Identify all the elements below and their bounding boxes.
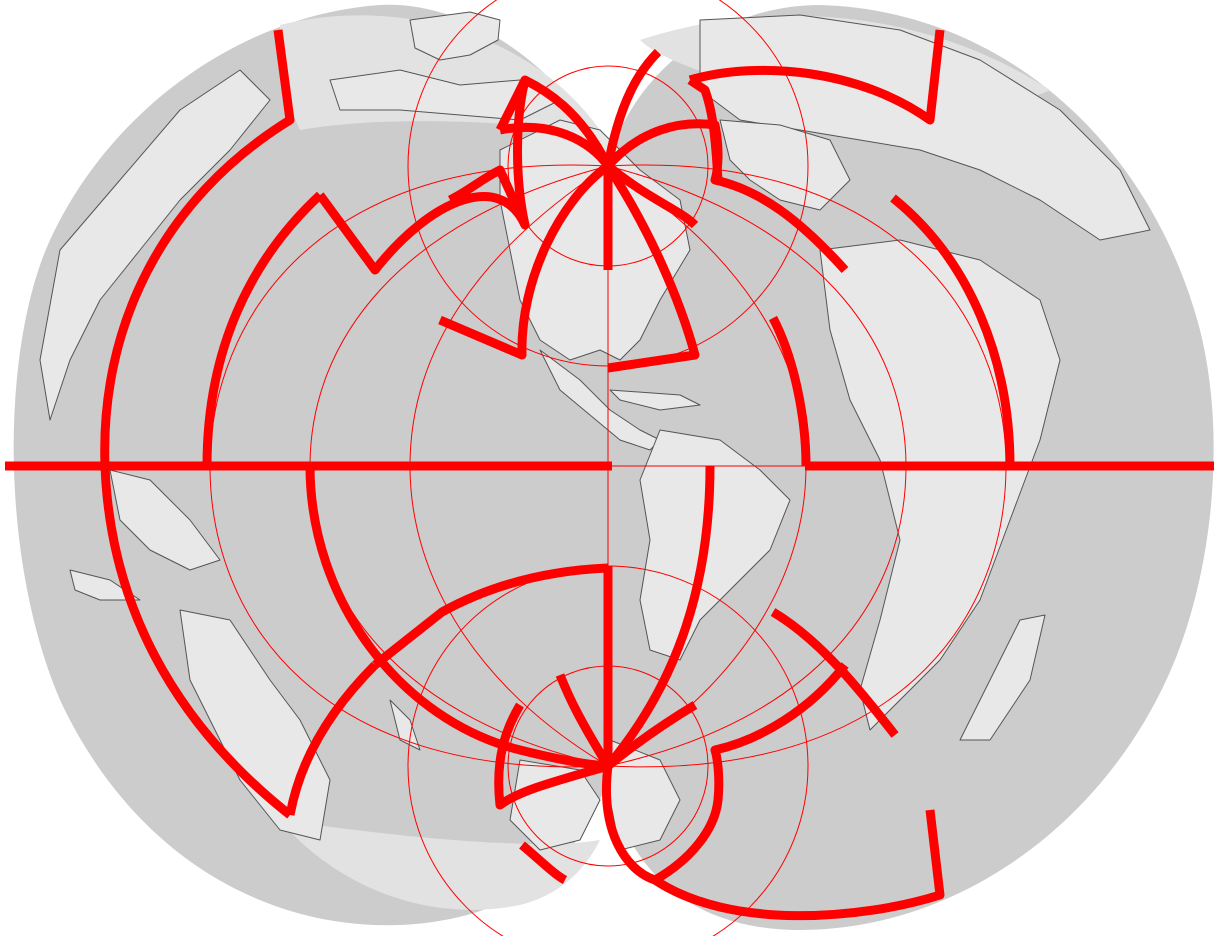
interrupt-outer-west — [100, 29, 295, 819]
land-indonesia — [69, 569, 141, 601]
land-australia — [179, 609, 331, 841]
interrupt-east-outer — [890, 194, 1015, 467]
land-southeast-asia — [109, 469, 221, 571]
interrupt-south-loop-west — [494, 673, 612, 885]
interrupt-nw-spoke — [438, 162, 611, 360]
interruption-lines — [5, 29, 1214, 921]
interrupt-se-arc — [652, 809, 945, 921]
interrupt-south-west-cut — [285, 563, 609, 816]
interrupt-ne-arc — [687, 29, 945, 181]
land-caribbean — [609, 389, 701, 411]
interrupt-south-inner-west — [305, 465, 609, 771]
land-south-america — [639, 429, 791, 661]
interrupt-east-inner — [769, 315, 811, 467]
land-europe — [719, 119, 851, 211]
interrupt-se-spoke — [770, 608, 899, 738]
land-arctic-islands — [329, 69, 561, 121]
land-greenland-arctic — [409, 11, 501, 61]
interrupt-cut-west-upper — [316, 165, 530, 275]
land-madagascar — [959, 614, 1046, 741]
interrupt-south-loop-east — [602, 662, 849, 885]
ocean-left-bottom-shading — [280, 820, 600, 910]
land-asia-west-lobe — [39, 69, 271, 421]
land-new-zealand — [389, 699, 421, 751]
interrupt-central-east-meridian — [604, 465, 715, 769]
interrupt-inner-west — [202, 191, 324, 467]
interrupt-ne-spoke — [604, 163, 700, 373]
